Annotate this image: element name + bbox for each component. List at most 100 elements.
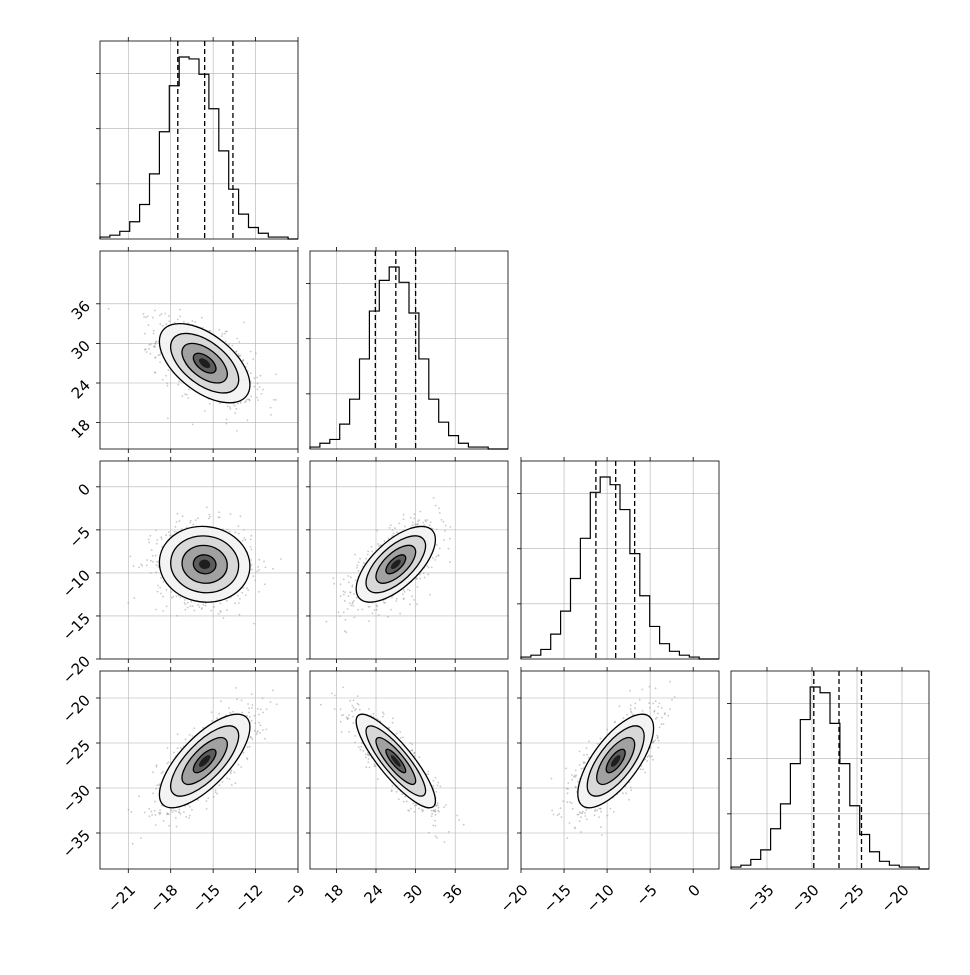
scatter-point [150,353,152,355]
scatter-point [250,535,252,537]
scatter-point [230,772,232,774]
scatter-point [251,707,253,709]
scatter-point [235,782,237,784]
scatter-point [354,742,356,744]
scatter-point [437,802,439,804]
scatter-point [349,700,351,702]
scatter-point [177,747,179,749]
scatter-point [356,567,358,569]
scatter-point [368,758,370,760]
scatter-point [435,505,437,507]
scatter-point [262,697,264,699]
scatter-point [431,815,433,817]
scatter-point [383,713,385,715]
scatter-point [152,792,154,794]
scatter-point [270,701,272,703]
scatter-point [398,523,400,525]
scatter-point [170,591,172,593]
scatter-point [156,561,158,563]
scatter-point [427,773,429,775]
scatter-point [419,574,421,576]
scatter-point [176,615,178,617]
scatter-point [189,522,191,524]
scatter-point [373,713,375,715]
scatter-point [402,593,404,595]
scatter-point [209,403,211,405]
scatter-point [432,557,434,559]
scatter-point [362,609,364,611]
scatter-point [223,617,225,619]
scatter-point [225,341,227,343]
scatter-point [162,610,164,612]
scatter-point [392,785,394,787]
scatter-point [206,800,208,802]
scatter-point [177,733,179,735]
scatter-point [598,816,600,818]
scatter-point [130,556,132,558]
scatter-point [146,565,148,567]
scatter-point [153,345,155,347]
scatter-point [396,531,398,533]
scatter-point [173,810,175,812]
scatter-point [433,497,435,499]
scatter-point [175,526,177,528]
scatter-point [234,405,236,407]
scatter-point [435,556,437,558]
scatter-point [219,403,221,405]
scatter-point [236,350,238,352]
scatter-point [266,708,268,710]
scatter-point [417,521,419,523]
scatter-point [226,331,228,333]
scatter-point [411,749,413,751]
scatter-point [166,589,168,591]
scatter-point [354,735,356,737]
scatter-point [205,605,207,607]
scatter-point [154,810,156,812]
scatter-point [412,524,414,526]
scatter-point [392,722,394,724]
scatter-point [366,766,368,768]
scatter-point [411,595,413,597]
scatter-point [251,564,253,566]
scatter-point [259,732,261,734]
scatter-point [245,400,247,402]
scatter-point [149,815,151,817]
scatter-point [358,562,360,564]
scatter-point [356,565,358,567]
scatter-point [230,513,232,515]
scatter-point [257,566,259,568]
scatter-point [399,731,401,733]
scatter-point [159,809,161,811]
scatter-point [463,824,465,826]
scatter-point [237,403,239,405]
scatter-point [253,575,255,577]
scatter-point [148,539,150,541]
scatter-point [188,817,190,819]
scatter-point [396,733,398,735]
scatter-point [417,523,419,525]
scatter-point [247,419,249,421]
scatter-point [371,546,373,548]
scatter-point [197,517,199,519]
scatter-point [445,525,447,527]
scatter-point [156,341,158,343]
scatter-point [192,524,194,526]
scatter-point [250,396,252,398]
scatter-point [235,687,237,689]
scatter-point [166,323,168,325]
scatter-point [359,709,361,711]
scatter-panel-0-1 [96,247,298,453]
scatter-point [359,749,361,751]
scatter-point [231,345,233,347]
scatter-point [159,315,161,317]
scatter-point [235,408,237,410]
scatter-point [249,746,251,748]
scatter-point [190,601,192,603]
scatter-point [443,806,445,808]
scatter-point [148,348,150,350]
scatter-point [254,377,256,379]
scatter-point [407,589,409,591]
scatter-point [174,531,176,533]
scatter-point [352,584,354,586]
